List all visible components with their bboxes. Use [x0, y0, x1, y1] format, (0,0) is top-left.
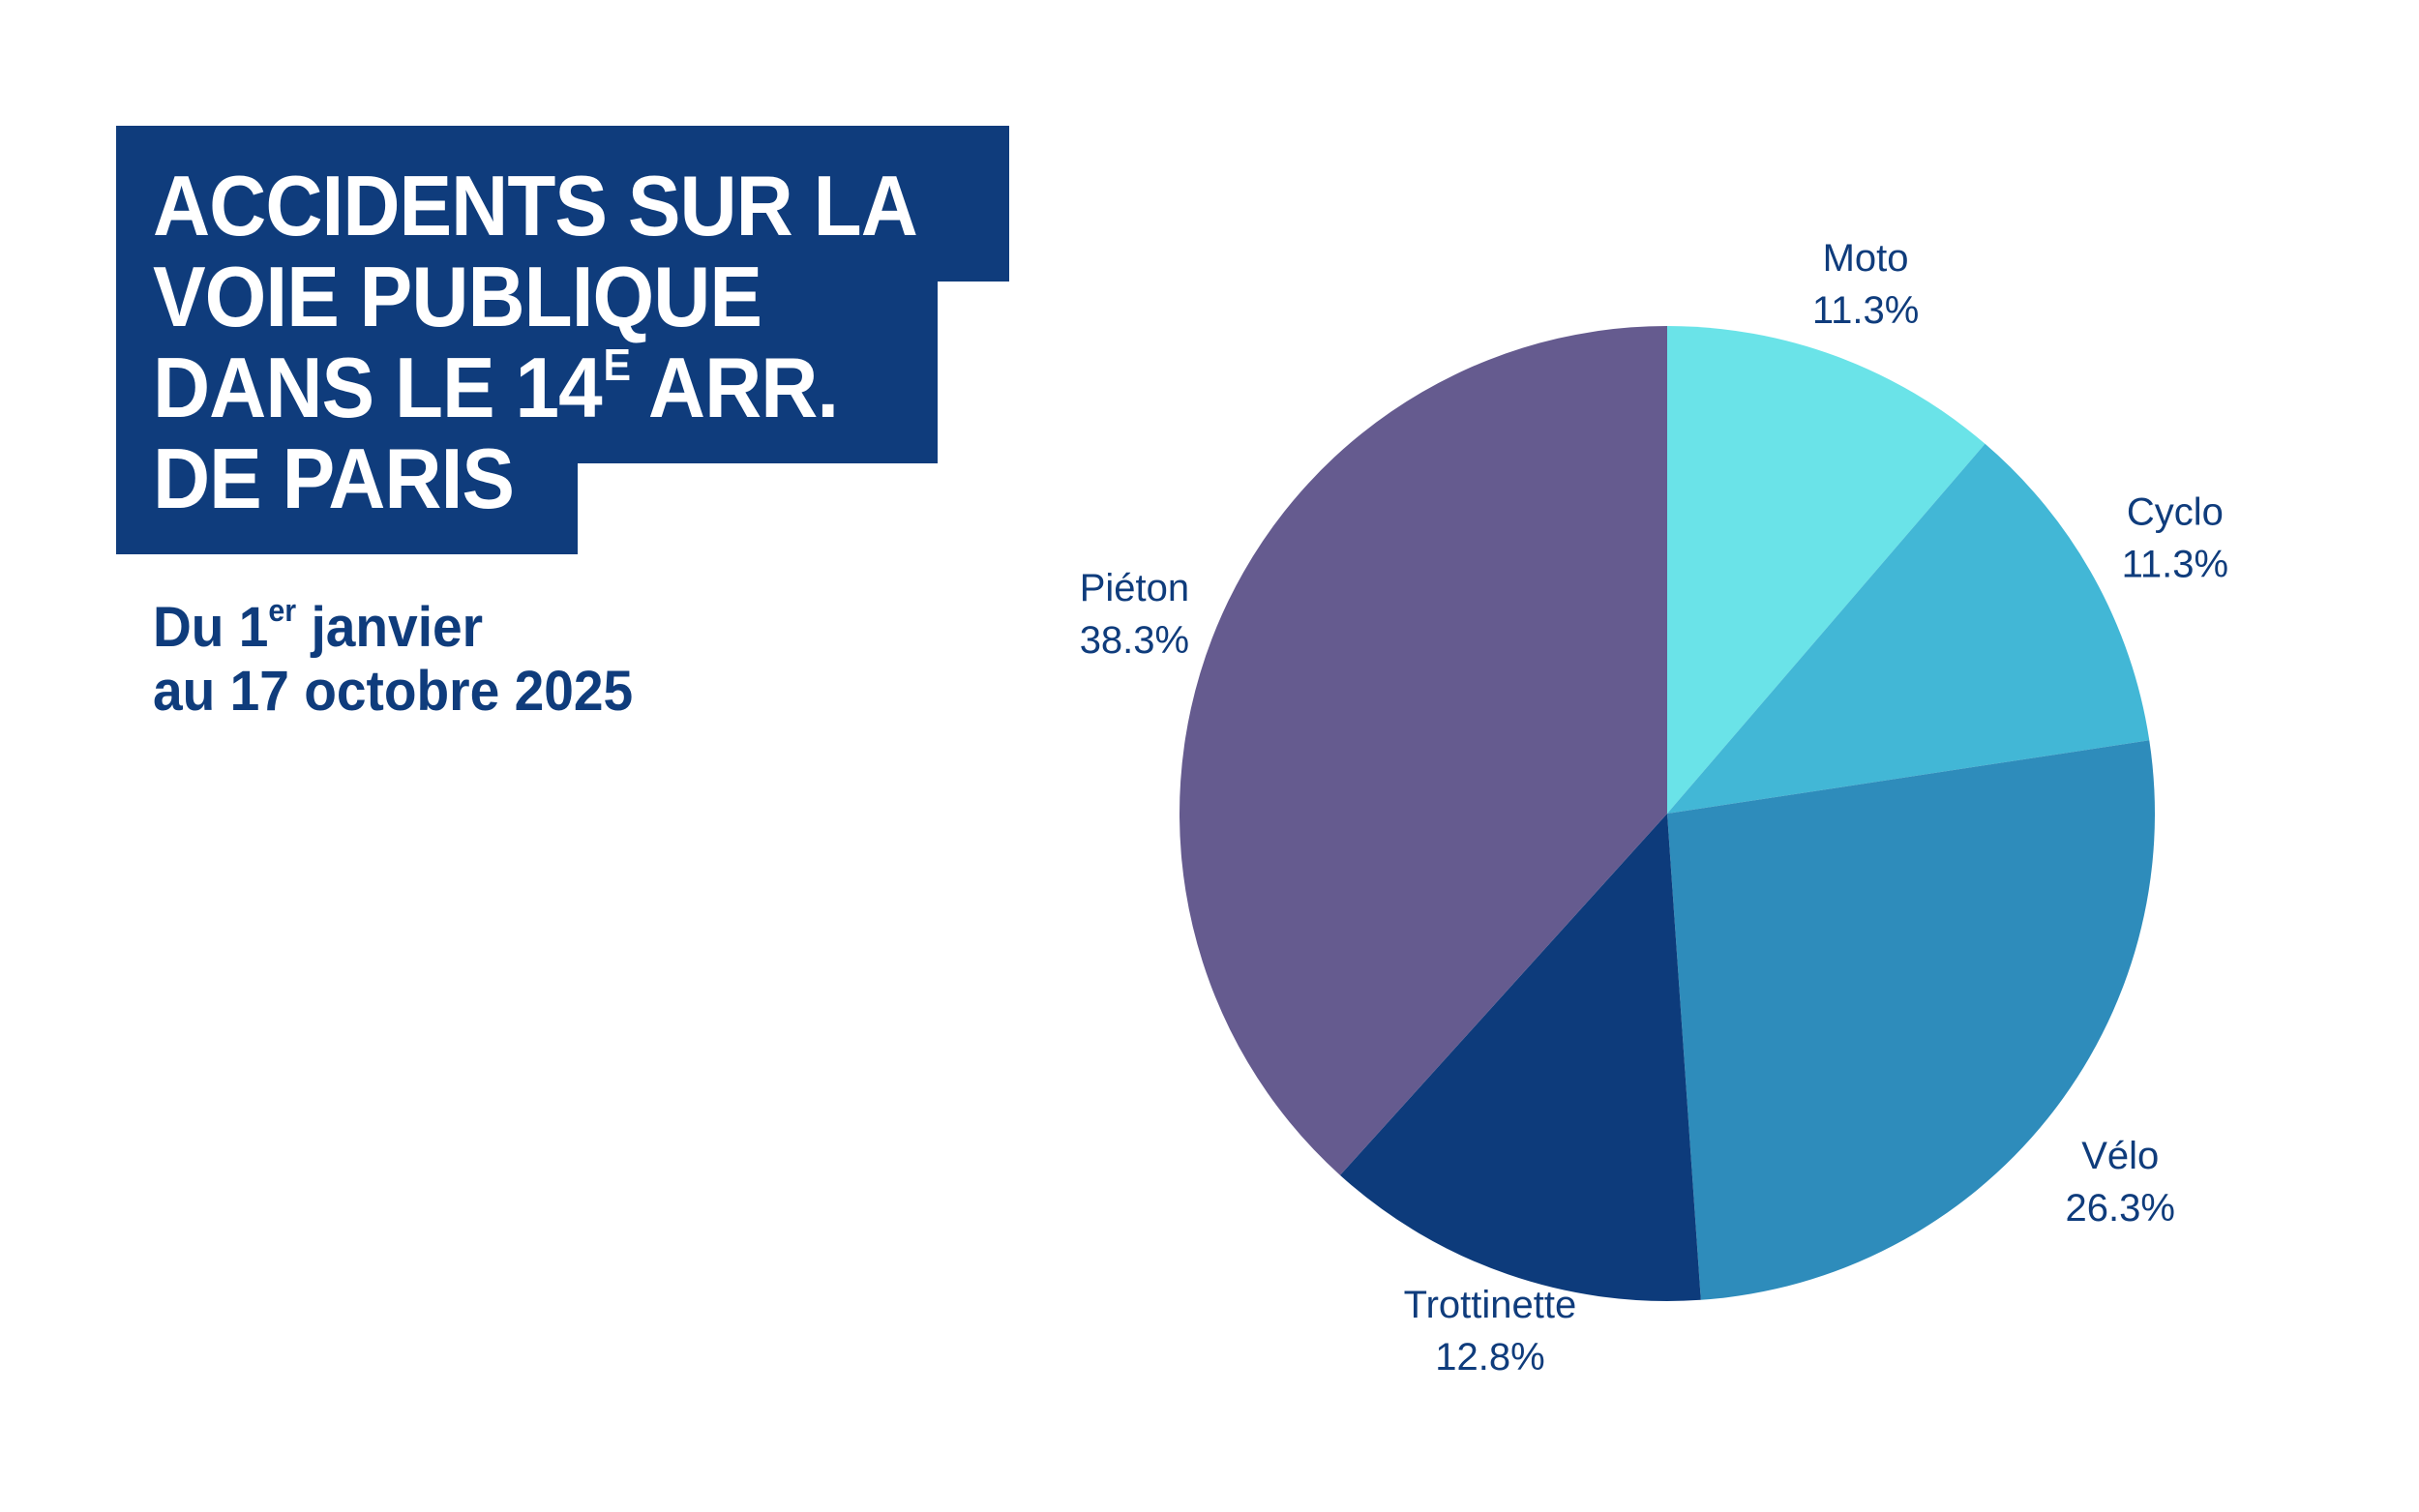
- slice-label-name: Cyclo: [2127, 490, 2224, 533]
- title-line-2: VOIE PUBLIQUE: [153, 249, 762, 344]
- chart-subtitle: Du 1er janvier au 17 octobre 2025: [153, 593, 634, 724]
- title-superscript: E: [603, 340, 632, 390]
- pie-labels: Moto 11.3% Cyclo 11.3% Vélo 26.3% Trottinette 1…: [1080, 237, 2228, 1379]
- slice-label-name: Piéton: [1080, 567, 1189, 609]
- pie-slice-moto: [1667, 326, 1986, 814]
- title-stepped-box: [116, 126, 1009, 554]
- title-line-3-main: DANS LE 14: [153, 340, 603, 435]
- slice-label-value: 12.8%: [1435, 1336, 1544, 1379]
- slice-label-value: 26.3%: [2066, 1187, 2175, 1230]
- title-line-3: DANS LE 14E ARR.: [153, 342, 917, 433]
- pie-slice-vlo: [1667, 740, 2155, 1300]
- slice-label-name: Vélo: [2081, 1135, 2159, 1177]
- slice-label-value: 11.3%: [2122, 543, 2228, 585]
- pie-slices: [1180, 326, 2155, 1302]
- subtitle-line-1: Du 1er janvier: [153, 593, 633, 660]
- subtitle-line-2: au 17 octobre 2025: [153, 660, 634, 723]
- chart-title: ACCIDENTS SUR LA VOIE PUBLIQUE DANS LE 1…: [153, 158, 918, 526]
- title-line-3-suffix: ARR.: [630, 340, 839, 435]
- title-line-1: ACCIDENTS SUR LA: [153, 158, 918, 253]
- slice-label-value: 38.3%: [1080, 619, 1189, 662]
- slice-label-name: Moto: [1823, 237, 1909, 280]
- pie-slice-cyclo: [1667, 443, 2150, 814]
- pie-slice-trottinette: [1339, 814, 1701, 1302]
- slice-label-value: 11.3%: [1812, 289, 1919, 332]
- subtitle-prefix: Du 1: [153, 596, 269, 659]
- subtitle-superscript: er: [268, 593, 297, 628]
- title-line-4: DE PARIS: [153, 430, 515, 526]
- subtitle-suffix: janvier: [296, 596, 484, 659]
- pie-slice-piton: [1180, 326, 1667, 1175]
- slice-label-name: Trottinette: [1404, 1284, 1577, 1326]
